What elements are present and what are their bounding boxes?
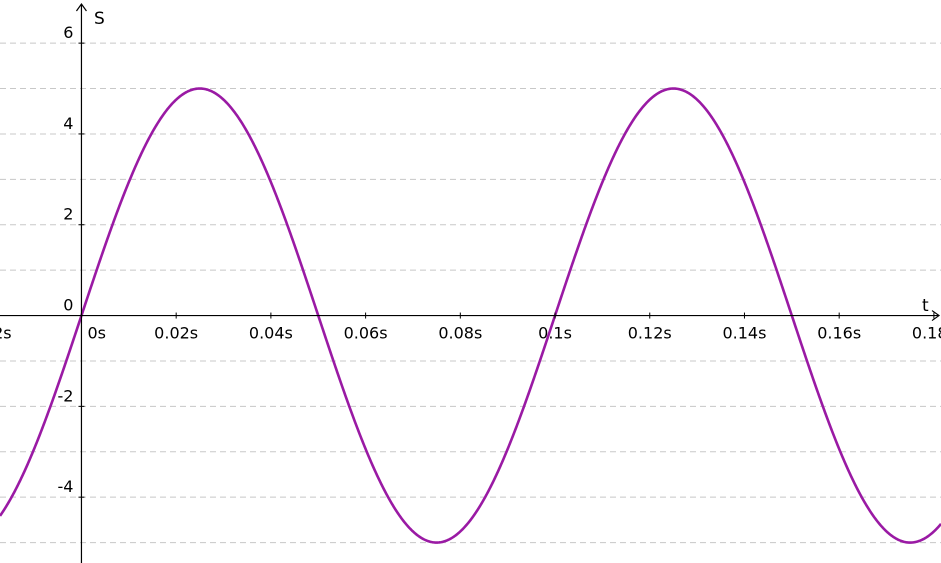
y-axis-arrow <box>75 2 87 12</box>
x-tick-label: 0.14s <box>722 324 766 343</box>
y-tick-label: -4 <box>58 477 74 496</box>
x-tick-label: 0.06s <box>344 324 388 343</box>
x-tick-label: 0.08s <box>438 324 482 343</box>
grid-lines <box>0 42 941 544</box>
x-tick-label: 0.1s <box>538 324 572 343</box>
x-tick-label: -0.02s <box>0 324 12 343</box>
y-tick-label: 4 <box>63 114 73 133</box>
y-tick-label: -2 <box>58 386 74 405</box>
sine-curve <box>0 87 941 544</box>
x-tick-label: 0.12s <box>628 324 672 343</box>
x-axis-label: t <box>922 296 929 316</box>
x-tick-label: 0.04s <box>249 324 293 343</box>
y-axis-label: S <box>94 9 105 29</box>
x-tick-label: 0.16s <box>817 324 861 343</box>
y-tick-label: 6 <box>63 23 73 42</box>
x-tick-label: 0.18s <box>912 324 941 343</box>
y-tick-label: 2 <box>63 205 73 224</box>
curve-layer <box>0 87 941 544</box>
x-tick-label: 0s <box>87 324 106 343</box>
tick-labels: -0.02s 0s 0.02s 0.04s 0.06s 0.08s 0.1s 0.12s 0.1… <box>0 23 941 498</box>
y-tick-label: 0 <box>63 296 73 315</box>
x-axis-arrow <box>931 310 941 322</box>
x-tick-label: 0.02s <box>154 324 198 343</box>
